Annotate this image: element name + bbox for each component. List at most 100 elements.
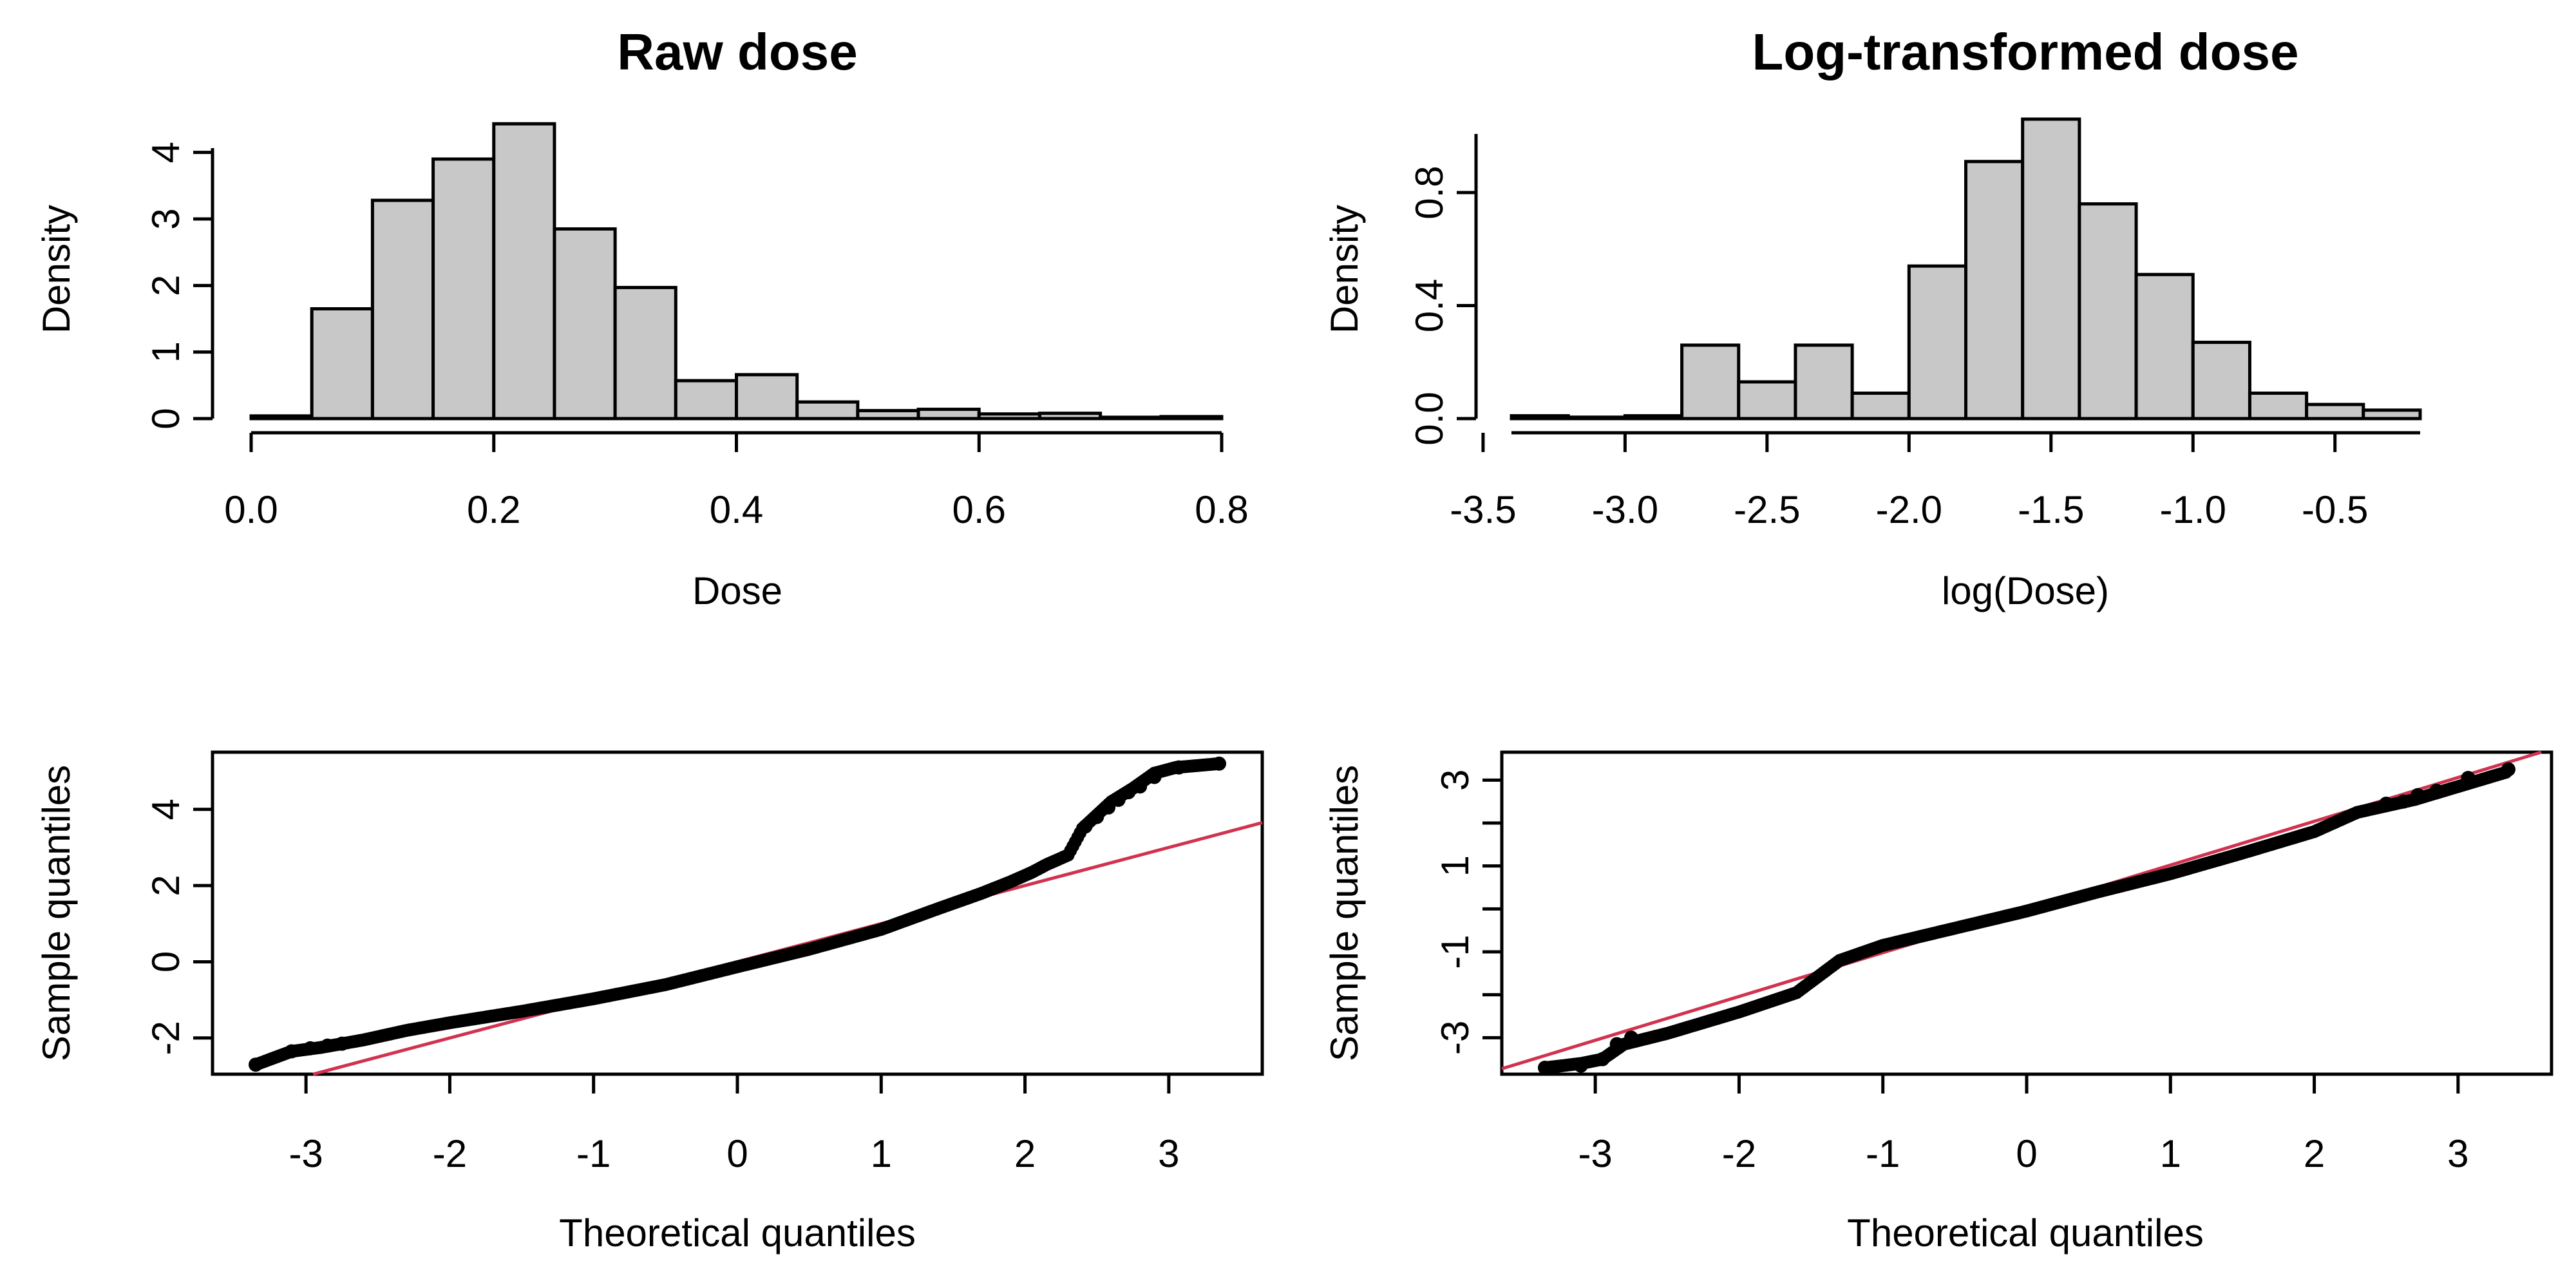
histogram-bar [916,408,981,421]
y-axis-label: Sample quantiles [35,765,78,1061]
histogram-bar [856,409,920,421]
x-tick-label: 0.8 [1195,488,1248,531]
x-tick-label: 0.4 [710,488,763,531]
x-tick-label: 0 [2016,1132,2037,1175]
histogram-bar [1510,414,1570,421]
qq-point [303,1041,317,1056]
histogram-bars [249,122,1224,421]
x-tick-label: -3.5 [1450,488,1516,531]
x-tick-label: -1.0 [2160,488,2226,531]
y-tick-label: 2 [144,875,187,896]
qq-point [334,1036,349,1051]
qq-point [2501,762,2516,777]
qq-point [284,1044,299,1059]
histogram-bar [2248,392,2309,421]
histogram-bar [977,412,1041,421]
y-tick-label: 1 [144,341,187,363]
qq-points [1537,762,2516,1075]
qq-point [1573,1058,1588,1073]
x-tick-label: 2 [2304,1132,2325,1175]
histogram-bar [492,122,556,421]
x-tick-label: 2 [1014,1132,1036,1175]
qq-point [1121,785,1136,800]
histogram-bar [1907,264,1967,421]
y-tick-label: 0.8 [1408,166,1451,219]
histogram-bar [674,379,738,421]
x-tick-label: 0.2 [467,488,520,531]
x-ticks: -3 -2 -1 0 1 2 3 [1578,1074,2469,1175]
x-tick-label: -2 [1722,1132,1756,1175]
histogram-bar [431,157,496,421]
panel-title: Raw dose [617,23,857,80]
x-tick-label: 1 [871,1132,892,1175]
x-tick-label: -2 [433,1132,467,1175]
histogram-bar [310,307,374,421]
histogram-bar [1680,343,1741,421]
qq-point [1147,770,1162,784]
y-ticks: -3 -1 1 3 [1434,770,1502,1055]
histogram-bars [1510,117,2422,421]
histogram-bar [1737,380,1797,421]
qq-point [248,1057,263,1072]
histogram-bar [1099,415,1163,421]
x-tick-label: 3 [2447,1132,2468,1175]
histogram-bar [735,373,799,421]
qq-point [1537,1061,1552,1075]
histogram-bar [553,227,617,421]
x-tick-label: -1 [1866,1132,1900,1175]
qq-points [248,756,1227,1072]
x-tick-label: 3 [1158,1132,1179,1175]
histogram-bar [2362,408,2422,421]
histogram-bar [370,198,435,421]
qq-point [1212,756,1227,771]
panel-raw-dose-histogram: Raw dose 0.0 0.2 0.4 0.6 0.8 0 1 2 3 4 Dose Dens… [35,23,1249,612]
qq-point [1101,800,1116,815]
histogram-bar [2305,402,2365,421]
x-tick-label: 1 [2160,1132,2181,1175]
y-tick-label: 1 [1434,855,1477,876]
y-tick-label: 0.4 [1408,279,1451,332]
y-tick-label: -2 [144,1021,187,1055]
qq-point [1624,1030,1638,1045]
x-tick-label: -2.0 [1876,488,1942,531]
qq-point [320,1038,335,1053]
histogram-bar [1794,343,1854,421]
x-ticks: 0.0 0.2 0.4 0.6 0.8 [224,433,1249,531]
y-tick-label: 3 [1434,770,1477,791]
qq-point [2379,797,2394,811]
qq-point [1090,810,1104,824]
y-tick-label: -3 [1434,1021,1477,1055]
x-ticks: -3.5 -3.0 -2.5 -2.0 -1.5 -1.0 -0.5 [1450,433,2368,531]
histogram-bar [2078,202,2138,421]
qq-point [1111,792,1126,807]
y-tick-label: 3 [144,208,187,229]
y-tick-label: 4 [144,799,187,820]
y-tick-label: 4 [144,142,187,163]
x-tick-label: 0.0 [224,488,278,531]
x-axis-label: Theoretical quantiles [559,1211,916,1255]
panel-raw-dose-qqplot: -3 -2 -1 0 1 2 3 -2 0 2 4 Theoretical quantiles S… [35,750,1264,1255]
panel-log-dose-histogram: Log-transformed dose -3.5 -3.0 -2.5 -2.0 -1.… [1323,23,2422,612]
qq-point [2461,771,2476,785]
y-tick-label: 2 [144,275,187,296]
y-axis-label: Density [1323,205,1366,334]
histogram-bar [2021,117,2081,421]
y-ticks: 0.0 0.4 0.8 [1408,166,1476,446]
panel-log-dose-qqplot: -3 -2 -1 0 1 2 3 -3-113 Theoretical quantiles … [1323,750,2553,1255]
x-tick-label: -2.5 [1734,488,1800,531]
qq-point [2429,784,2444,798]
histogram-bar [1566,415,1627,421]
y-ticks: 0 1 2 3 4 [144,142,213,430]
x-ticks: -3 -2 -1 0 1 2 3 [289,1074,1180,1175]
x-tick-label: -1 [576,1132,611,1175]
histogram-bar [613,285,677,421]
qq-point [1078,819,1093,834]
histogram-bar [1037,412,1103,421]
y-axis-label: Sample quantiles [1323,765,1366,1061]
y-ticks: -2 0 2 4 [144,799,213,1055]
histogram-bar [249,414,314,421]
y-axis-label: Density [35,205,78,334]
qq-point [2396,794,2411,809]
histogram-bar [1159,415,1224,421]
